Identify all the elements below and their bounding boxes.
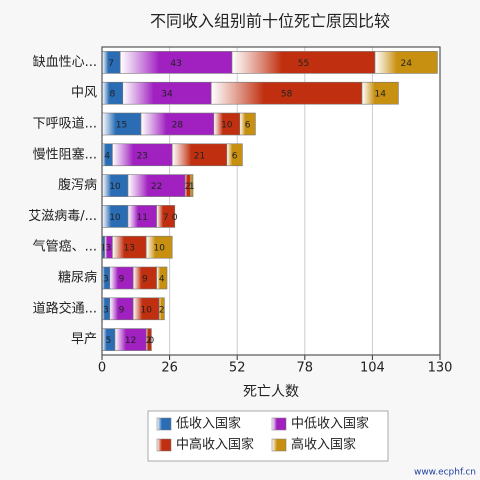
y-tick-label: 缺血性心... bbox=[33, 55, 97, 70]
bar-segment bbox=[190, 174, 194, 197]
data-label: 0 bbox=[149, 336, 155, 346]
data-label: 28 bbox=[172, 121, 184, 131]
x-tick-label: 0 bbox=[98, 361, 106, 376]
legend-swatch bbox=[156, 417, 172, 431]
legend-swatch bbox=[271, 438, 287, 452]
bar-segment bbox=[226, 143, 243, 167]
data-label: 55 bbox=[298, 59, 309, 69]
data-label: 12 bbox=[125, 336, 136, 346]
data-label: 9 bbox=[119, 305, 125, 315]
data-label: 43 bbox=[170, 59, 181, 69]
bar-segment bbox=[361, 81, 399, 105]
x-tick-label: 130 bbox=[428, 361, 453, 376]
bar-segment bbox=[374, 51, 438, 74]
data-label: 10 bbox=[221, 121, 233, 131]
data-label: 10 bbox=[140, 305, 152, 315]
data-label: 6 bbox=[232, 151, 238, 161]
y-tick-label: 早产 bbox=[71, 332, 97, 347]
y-tick-label: 气管癌、... bbox=[33, 239, 97, 255]
data-label: 14 bbox=[374, 90, 386, 100]
bar-segment bbox=[239, 112, 256, 136]
data-label: 2 bbox=[185, 182, 191, 192]
data-label: 10 bbox=[109, 213, 121, 223]
legend-label: 中低收入国家 bbox=[291, 416, 369, 432]
data-label: 1 bbox=[100, 244, 106, 254]
data-label: 21 bbox=[194, 151, 205, 161]
data-label: 1 bbox=[189, 182, 195, 192]
data-label: 22 bbox=[151, 182, 162, 192]
y-tick-label: 中风 bbox=[71, 86, 97, 101]
data-label: 58 bbox=[281, 90, 293, 100]
y-tick-label: 慢性阻塞... bbox=[33, 146, 97, 162]
legend-label: 低收入国家 bbox=[176, 416, 241, 432]
legend-label: 中高收入国家 bbox=[176, 437, 254, 453]
data-label: 8 bbox=[110, 90, 116, 100]
data-label: 7 bbox=[108, 59, 114, 69]
data-label: 4 bbox=[104, 151, 110, 161]
bar-segment bbox=[156, 266, 168, 290]
x-tick-label: 52 bbox=[229, 361, 246, 376]
data-label: 11 bbox=[137, 213, 148, 223]
data-label: 10 bbox=[109, 182, 121, 192]
bar-segment bbox=[156, 205, 176, 228]
legend-swatch bbox=[271, 417, 287, 431]
data-label: 9 bbox=[142, 275, 148, 285]
plot-border bbox=[101, 46, 441, 356]
x-tick-label: 104 bbox=[360, 361, 385, 376]
data-label: 34 bbox=[161, 90, 173, 100]
data-label: 23 bbox=[137, 151, 148, 161]
data-label: 0 bbox=[172, 213, 178, 223]
x-axis-label: 死亡人数 bbox=[243, 384, 299, 400]
y-tick-label: 下呼吸道... bbox=[33, 117, 97, 132]
data-label: 3 bbox=[106, 244, 112, 254]
x-tick-label: 78 bbox=[297, 361, 314, 376]
chart-title: 不同收入组别前十位死亡原因比较 bbox=[150, 12, 390, 31]
y-tick-label: 艾滋病毒/... bbox=[28, 209, 97, 224]
bar-segment bbox=[158, 297, 165, 321]
data-label: 2 bbox=[146, 336, 152, 346]
data-label: 24 bbox=[400, 59, 412, 69]
bar-segment bbox=[145, 328, 152, 351]
data-label: 5 bbox=[106, 336, 112, 346]
data-label: 3 bbox=[103, 305, 109, 315]
legend-swatch bbox=[156, 438, 172, 452]
bar-segment bbox=[145, 235, 173, 259]
data-label: 13 bbox=[124, 244, 135, 254]
y-tick-label: 道路交通... bbox=[33, 300, 97, 316]
data-label: 10 bbox=[153, 244, 165, 254]
x-tick-label: 26 bbox=[161, 361, 178, 376]
legend-box bbox=[147, 410, 389, 462]
y-tick-label: 糖尿病 bbox=[58, 270, 97, 286]
watermark: www.ecphf.cn bbox=[414, 468, 476, 478]
data-label: 9 bbox=[119, 275, 125, 285]
data-label: 15 bbox=[116, 121, 127, 131]
data-label: 2 bbox=[159, 305, 165, 315]
data-label: 6 bbox=[245, 121, 251, 131]
data-label: 4 bbox=[159, 275, 165, 285]
data-label: 7 bbox=[163, 213, 169, 223]
data-label: 3 bbox=[103, 275, 109, 285]
legend-label: 高收入国家 bbox=[291, 437, 356, 453]
y-tick-label: 腹泻病 bbox=[58, 177, 97, 193]
